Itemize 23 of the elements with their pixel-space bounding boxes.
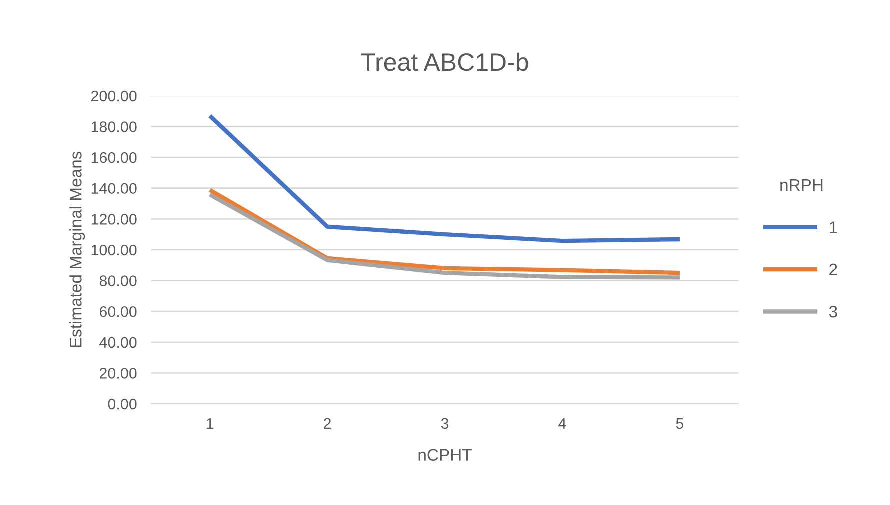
- x-tick-label: 5: [676, 418, 684, 430]
- y-tick-label: 20.00: [100, 368, 137, 379]
- x-tick-label: 1: [206, 418, 214, 429]
- legend-label: 1: [830, 222, 838, 234]
- chart-title: Treat ABC1D-b: [361, 52, 528, 72]
- legend-label: 3: [829, 306, 838, 318]
- y-tick-label: 80.00: [100, 276, 137, 286]
- y-tick-label: 100.00: [92, 244, 137, 256]
- x-tick-label: 4: [558, 418, 566, 429]
- x-tick-label: 3: [441, 418, 449, 430]
- y-tick-label: 120.00: [92, 214, 137, 225]
- legend-label: 2: [830, 264, 838, 276]
- legend-title: nRPH: [780, 180, 823, 191]
- y-tick-label: 200.00: [91, 90, 137, 102]
- y-tick-label: 40.00: [100, 337, 137, 348]
- y-tick-label: 60.00: [100, 306, 137, 318]
- y-tick-label: 0.00: [108, 398, 137, 410]
- x-axis-title: nCPHT: [418, 449, 472, 462]
- y-tick-label: 180.00: [92, 122, 137, 132]
- x-tick-label: 2: [324, 418, 331, 429]
- y-tick-label: 140.00: [92, 183, 137, 194]
- y-tick-label: 160.00: [92, 152, 137, 164]
- y-axis-title: Estimated Marginal Means: [70, 152, 86, 348]
